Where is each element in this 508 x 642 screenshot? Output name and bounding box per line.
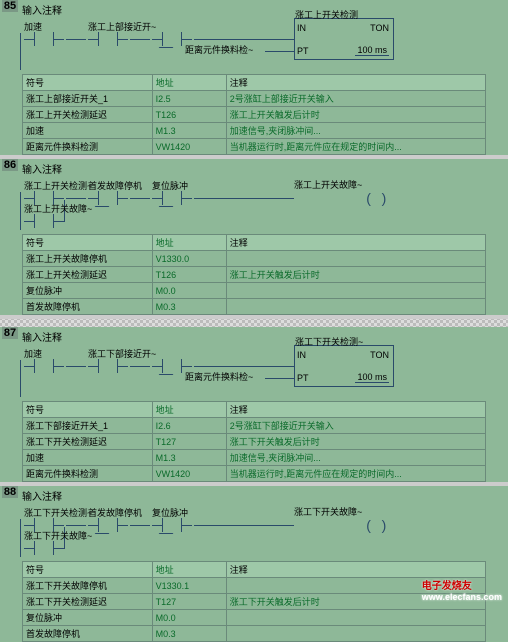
contact-nc[interactable]: 首发故障停机 [88, 516, 128, 534]
symbol-table: 符号地址注释 涨工下部接近开关_1I2.62号涨缸下部接近开关输入 涨工下开关检… [22, 401, 486, 482]
watermark: 电子发烧友 www.elecfans.com [422, 577, 502, 602]
contact-nc[interactable]: 复位脉冲 [152, 516, 192, 534]
rung-number: 85 [2, 0, 18, 12]
ladder-diagram: 涨工下开关检测~ 首发故障停机 复位脉冲 涨工下开关故障~ 涨工下开关故障~ [0, 505, 508, 561]
contact-nc[interactable]: 首发故障停机 [88, 189, 128, 207]
ladder-diagram: 涨工上开关检测~ 首发故障停机 复位脉冲 涨工上开关故障~ 涨工上开关故障~ [0, 178, 508, 234]
contact-no[interactable]: 涨工上部接近开~ [88, 30, 128, 48]
symbol-table: 符号地址注释 涨工下开关故障停机V1330.1 涨工下开关检测延迟T127涨工下… [22, 561, 486, 642]
rung-85[interactable]: 85 输入注释 加速 涨工上部接近开~ 涨工上开关检测 IN TON PT 10… [0, 0, 508, 155]
symbol-table: 符号地址注释 涨工上部接近开关_1I2.52号涨缸上部接近开关输入 涨工上开关检… [22, 74, 486, 155]
contact-no[interactable]: 加速 [24, 30, 64, 48]
rung-number: 87 [2, 327, 18, 339]
output-coil[interactable] [362, 190, 390, 206]
contact-no[interactable]: 涨工下部接近开~ [88, 357, 128, 375]
timer-block[interactable]: 涨工上开关检测 IN TON PT 100 ms 距离元件换料检~ [294, 18, 394, 60]
output-coil[interactable] [362, 517, 390, 533]
contact-nc[interactable]: 复位脉冲 [152, 189, 192, 207]
rung-number: 86 [2, 159, 18, 171]
timer-block[interactable]: 涨工下开关检测~ IN TON PT 100 ms 距离元件换料检~ [294, 345, 394, 387]
contact-no[interactable]: 加速 [24, 357, 64, 375]
rung-86[interactable]: 86 输入注释 涨工上开关检测~ 首发故障停机 复位脉冲 涨工上开关故障~ 涨工… [0, 159, 508, 315]
contact-no[interactable]: 涨工上开关故障~ [24, 212, 64, 230]
contact-no[interactable]: 涨工下开关故障~ [24, 539, 64, 557]
rung-87[interactable]: 87 输入注释 加速 涨工下部接近开~ 涨工下开关检测~ IN TON PT 1… [0, 327, 508, 482]
rung-header: 输入注释 [0, 159, 508, 178]
symbol-table: 符号地址注释 涨工上开关故障停机V1330.0 涨工上开关检测延迟T126涨工上… [22, 234, 486, 315]
ladder-diagram: 加速 涨工上部接近开~ 涨工上开关检测 IN TON PT 100 ms 距离元… [0, 19, 508, 74]
rung-header: 输入注释 [0, 0, 508, 19]
rung-number: 88 [2, 486, 18, 498]
ladder-diagram: 加速 涨工下部接近开~ 涨工下开关检测~ IN TON PT 100 ms 距离… [0, 346, 508, 401]
rung-header: 输入注释 [0, 486, 508, 505]
rung-88[interactable]: 88 输入注释 涨工下开关检测~ 首发故障停机 复位脉冲 涨工下开关故障~ 涨工… [0, 486, 508, 642]
rung-header: 输入注释 [0, 327, 508, 346]
page-gap [0, 319, 508, 327]
